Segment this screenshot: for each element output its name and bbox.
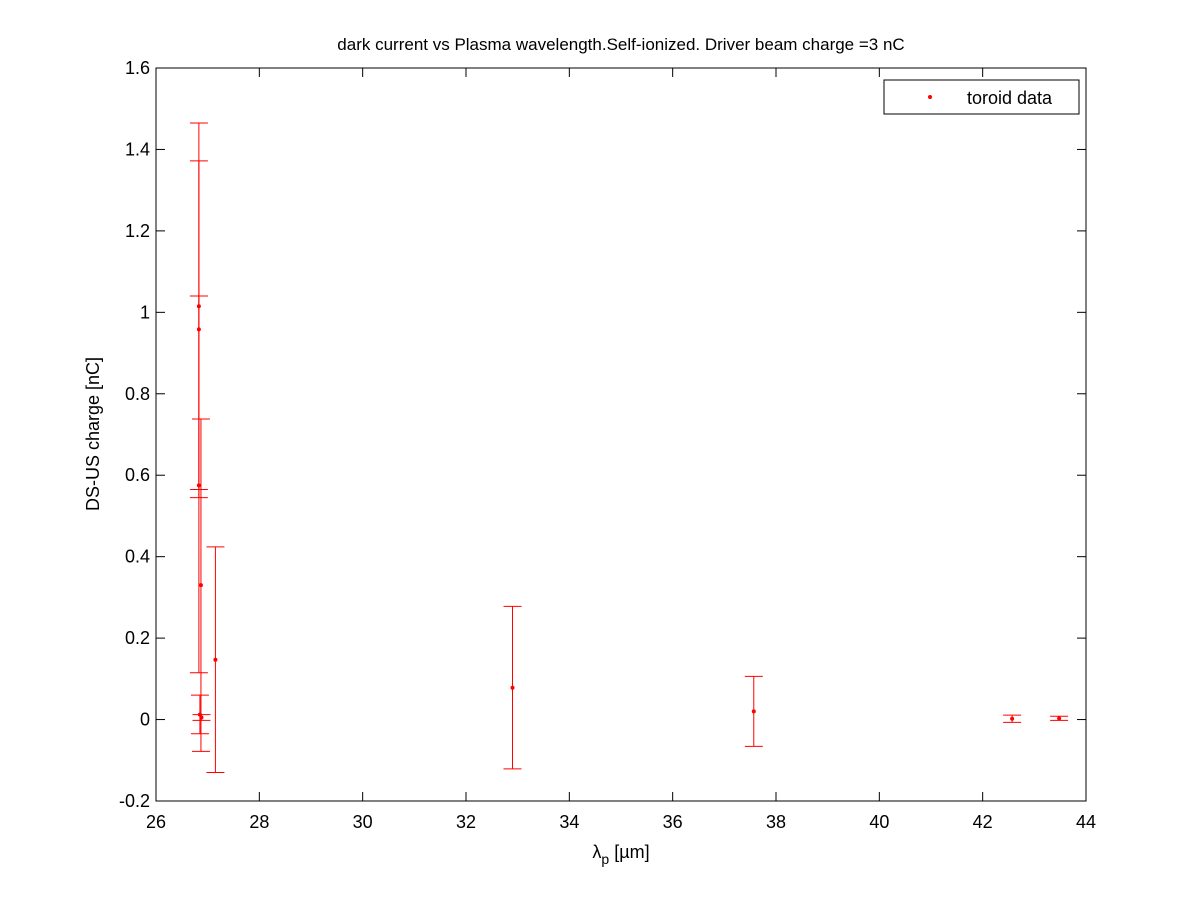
- error-bar-point: [503, 605, 522, 770]
- data-point: [510, 685, 515, 690]
- legend-label: toroid data: [967, 88, 1053, 108]
- y-axis-label: DS-US charge [nC]: [83, 357, 103, 511]
- y-axis: -0.2 0 0.2 0.4 0.6 0.8 1 1.2 1.4 1.6: [119, 58, 1086, 811]
- x-tick-label: 40: [869, 812, 889, 832]
- x-tick-label: 44: [1076, 812, 1096, 832]
- x-axis-label-symbol: λ: [592, 842, 601, 862]
- y-tick-label: 0.8: [125, 384, 150, 404]
- x-axis-label: λp [µm]: [592, 842, 649, 867]
- x-axis: 26 28 30 32 34 36 38 40 42 44: [146, 68, 1096, 832]
- chart-title: dark current vs Plasma wavelength.Self-i…: [337, 35, 904, 54]
- plot-area: [155, 67, 1087, 802]
- y-tick-label: 1.4: [125, 139, 150, 159]
- data-point: [1010, 716, 1015, 721]
- x-tick-label: 36: [663, 812, 683, 832]
- legend-marker: [928, 95, 932, 99]
- x-axis-label-subscript: p: [601, 851, 609, 867]
- error-bar-point: [1003, 714, 1022, 723]
- data-point: [196, 483, 201, 488]
- error-bar-point: [1050, 715, 1069, 721]
- error-bar-point: [192, 714, 211, 721]
- y-tick-label: 0: [140, 710, 150, 730]
- x-tick-label: 26: [146, 812, 166, 832]
- legend-box: [883, 79, 1080, 115]
- data-point: [213, 657, 218, 662]
- error-bar-point: [189, 295, 208, 674]
- data-series: [189, 122, 1069, 773]
- y-tick-label: -0.2: [119, 791, 150, 811]
- data-point: [198, 583, 203, 588]
- x-tick-label: 32: [456, 812, 476, 832]
- error-bar-point: [744, 675, 763, 747]
- legend: toroid data: [883, 79, 1080, 115]
- x-tick-label: 34: [559, 812, 579, 832]
- y-tick-label: 1.2: [125, 221, 150, 241]
- x-tick-label: 28: [249, 812, 269, 832]
- error-bar-point: [206, 546, 225, 773]
- y-tick-label: 0.2: [125, 628, 150, 648]
- data-point: [1057, 716, 1062, 721]
- y-tick-label: 0.4: [125, 547, 150, 567]
- y-tick-label: 1: [140, 302, 150, 322]
- y-tick-label: 0.6: [125, 465, 150, 485]
- x-tick-label: 42: [973, 812, 993, 832]
- error-bar-point: [191, 418, 210, 752]
- data-point: [751, 709, 756, 714]
- x-axis-label-unit: [µm]: [609, 842, 649, 862]
- y-tick-label: 1.6: [125, 58, 150, 78]
- data-point: [199, 715, 204, 720]
- x-tick-label: 38: [766, 812, 786, 832]
- x-tick-label: 30: [353, 812, 373, 832]
